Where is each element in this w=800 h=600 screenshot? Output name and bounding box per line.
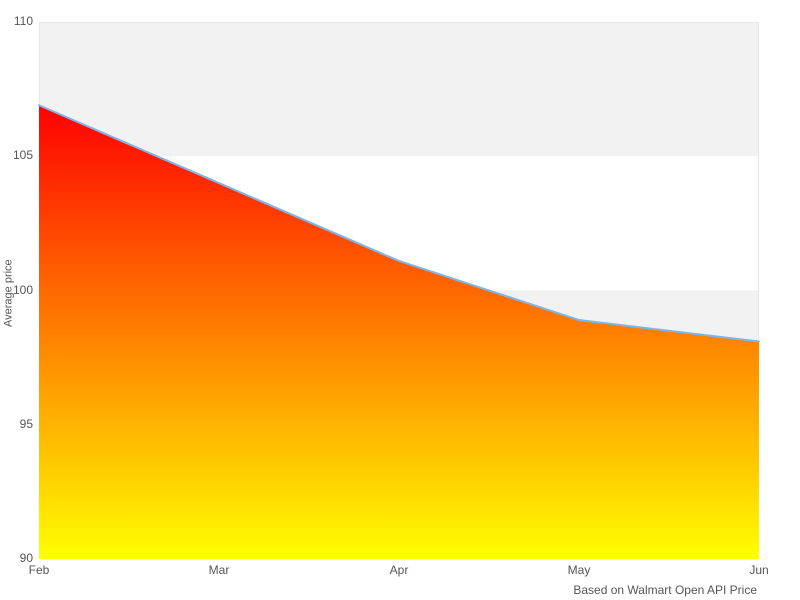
series-line [38,104,760,343]
x-axis-tick-label: Jun [749,563,769,577]
x-axis-tick-label: Apr [389,563,409,577]
plot-band [39,22,759,157]
y-axis-tick-label: 95 [19,416,33,431]
credits-label[interactable]: Based on Walmart Open API Price [573,583,757,597]
x-axis-tick-label: Mar [208,563,230,577]
y-axis-tick-label: 110 [13,14,33,28]
y-axis-title: Average price [2,259,15,327]
x-axis-tick-label: Feb [28,563,50,577]
area-series [39,105,759,560]
y-axis-tick-label: 105 [12,148,33,163]
y-axis-tick-label: 100 [12,282,33,297]
x-axis-tick-label: May [567,563,591,577]
y-axis-tick-label: 90 [19,551,33,565]
